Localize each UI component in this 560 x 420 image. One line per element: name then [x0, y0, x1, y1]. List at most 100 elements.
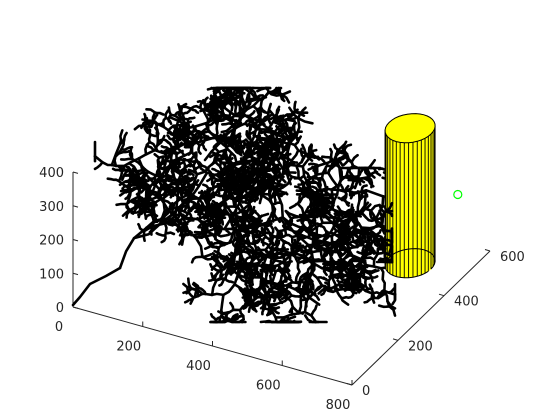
tree-branch — [268, 274, 273, 283]
tree-branch — [244, 288, 254, 294]
tree-branch — [256, 246, 266, 256]
tree-branch — [121, 169, 129, 182]
tree-branch — [364, 275, 379, 281]
tree-branch — [235, 183, 258, 195]
tree-branch — [329, 207, 343, 215]
tree-branch — [110, 143, 122, 167]
tree-branch — [293, 174, 306, 180]
tree-branch — [181, 107, 193, 116]
tree-branch — [145, 190, 150, 207]
tree-branch — [282, 163, 305, 170]
tree-branch — [358, 263, 369, 288]
tree-branch — [296, 202, 306, 217]
tree-branch — [271, 144, 281, 163]
tree-branch — [320, 284, 333, 292]
tree-branch — [187, 277, 193, 291]
tree-branch — [296, 254, 314, 265]
tree-branch — [263, 264, 280, 271]
tree-branch — [225, 308, 242, 316]
tree-branch — [236, 261, 247, 268]
tree-branch-front — [336, 239, 346, 246]
tree-branch — [163, 222, 168, 237]
tree-branch — [363, 296, 376, 304]
tree-branch — [310, 271, 324, 288]
tree-branch — [128, 186, 142, 192]
tree-branch — [201, 255, 215, 261]
tree-branch — [179, 102, 188, 113]
tree-branch — [276, 254, 292, 267]
tree-branch — [232, 199, 237, 208]
tree-branch — [189, 107, 200, 114]
tree-branch — [209, 312, 218, 322]
tree-branch-front — [338, 248, 349, 259]
tree-branch — [294, 271, 301, 285]
tree-branch — [194, 235, 204, 259]
tree-branch — [323, 163, 329, 175]
tree-branch — [364, 268, 377, 273]
tree-branch-front — [345, 242, 364, 252]
tree-branch — [377, 304, 391, 309]
tree-branch — [245, 90, 252, 102]
tree-branch — [219, 164, 230, 175]
tree-branch — [164, 116, 173, 125]
tree-branch-front — [374, 233, 389, 246]
cylinder-top — [384, 113, 436, 144]
tree-branch — [213, 249, 223, 258]
tree-branch — [153, 153, 161, 160]
tree-branch — [306, 295, 321, 306]
tree-branch — [210, 184, 228, 191]
tree-branch — [186, 181, 193, 193]
tree-branch — [304, 194, 322, 200]
tree-branch — [199, 131, 210, 139]
tree-branch — [201, 292, 225, 297]
tree-branch — [224, 277, 235, 284]
tree-branch — [333, 287, 344, 292]
tree-branch — [178, 120, 190, 130]
tree-branch — [270, 269, 278, 284]
tree-branch — [211, 167, 222, 175]
tree-branch — [231, 94, 247, 117]
tree-branch — [310, 304, 318, 317]
tree-branch — [213, 94, 234, 122]
tree-branch — [372, 289, 386, 300]
tree-branch — [222, 258, 234, 263]
tree-branch — [276, 264, 288, 274]
tree-branch — [277, 280, 294, 287]
tree-branch — [222, 186, 231, 217]
tree-branch — [229, 95, 243, 103]
tree-branch — [137, 222, 146, 233]
tree-branch — [176, 186, 187, 196]
tree-branch — [379, 266, 387, 293]
tree-branch — [250, 160, 265, 167]
tree-branch — [143, 124, 149, 134]
tree-branch — [283, 274, 294, 284]
tree-branch — [169, 116, 182, 123]
tree-branch — [143, 120, 155, 127]
tree-branch — [247, 303, 254, 314]
tree-branch — [251, 301, 263, 307]
tree-branch — [182, 120, 192, 126]
tree-branch — [197, 144, 202, 155]
tree-branch — [272, 131, 292, 145]
tree-branch — [231, 314, 245, 319]
tree-branch — [164, 109, 170, 119]
tree-branch — [93, 161, 104, 171]
tree-branch — [297, 292, 303, 315]
tree-branch — [268, 286, 282, 291]
tree-branch — [312, 262, 333, 273]
tree-branch — [142, 229, 146, 242]
tree-branch — [215, 319, 226, 324]
tree-branch — [169, 113, 181, 121]
tree-branch — [259, 319, 274, 324]
tree-branch — [288, 285, 302, 294]
tree-branch — [293, 227, 306, 234]
tree-branch — [277, 137, 288, 148]
tree-branch — [192, 292, 204, 299]
tree-branch — [238, 216, 285, 232]
tree-branch — [235, 132, 241, 143]
tree-branch — [158, 163, 175, 170]
tree-branch — [143, 201, 155, 209]
tree-branch — [270, 201, 282, 206]
tree-branch — [144, 140, 151, 156]
tree-branch — [180, 168, 188, 177]
